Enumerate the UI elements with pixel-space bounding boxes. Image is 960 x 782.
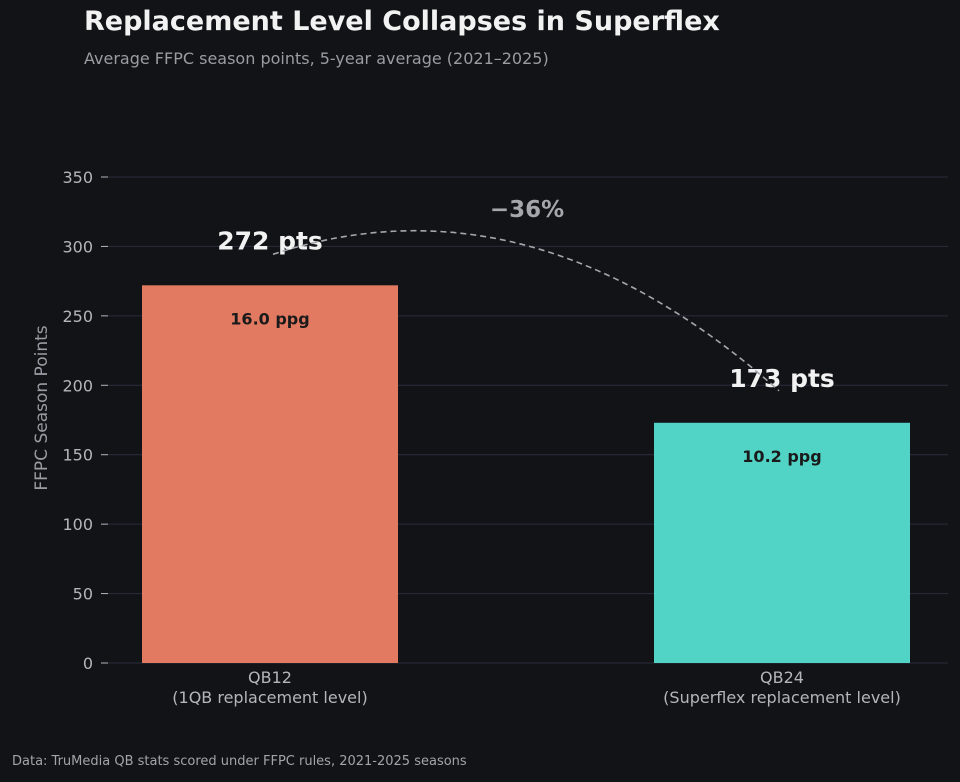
x-tick-sublabel: (Superflex replacement level)	[663, 688, 901, 707]
y-tick-label: 200	[62, 376, 93, 395]
y-tick-label: 250	[62, 307, 93, 326]
y-tick-label: 300	[62, 237, 93, 256]
x-tick-label: QB12	[248, 668, 292, 687]
data-source-note: Data: TruMedia QB stats scored under FFP…	[12, 754, 467, 769]
y-tick-label: 100	[62, 515, 93, 534]
y-axis-label: FFPC Season Points	[32, 325, 52, 490]
bar	[142, 285, 398, 663]
bars	[142, 285, 910, 663]
change-arrow	[272, 229, 780, 392]
bar-ppg-label: 10.2 ppg	[742, 447, 821, 466]
y-tick-label: 0	[83, 654, 93, 673]
bar-labels: 272 pts 16.0 ppg QB12(1QB replacement leve…	[172, 226, 901, 707]
bar	[654, 422, 910, 663]
y-tick-label: 50	[73, 585, 93, 604]
x-tick-label: QB24	[760, 668, 804, 687]
bar-total-label: 173 pts	[729, 364, 835, 393]
chart-title: Replacement Level Collapses in Superflex	[84, 6, 720, 37]
percent-change-label: −36%	[490, 197, 564, 223]
y-tick-label: 350	[62, 168, 93, 187]
y-tick-label: 150	[62, 446, 93, 465]
chart-subtitle: Average FFPC season points, 5-year avera…	[84, 49, 549, 68]
x-tick-sublabel: (1QB replacement level)	[172, 688, 367, 707]
bar-total-label: 272 pts	[217, 226, 323, 255]
y-axis: 0 50 100 150 200 250 300 350	[62, 168, 108, 673]
change-annotation: −36%	[272, 197, 780, 392]
bar-ppg-label: 16.0 ppg	[230, 309, 309, 328]
